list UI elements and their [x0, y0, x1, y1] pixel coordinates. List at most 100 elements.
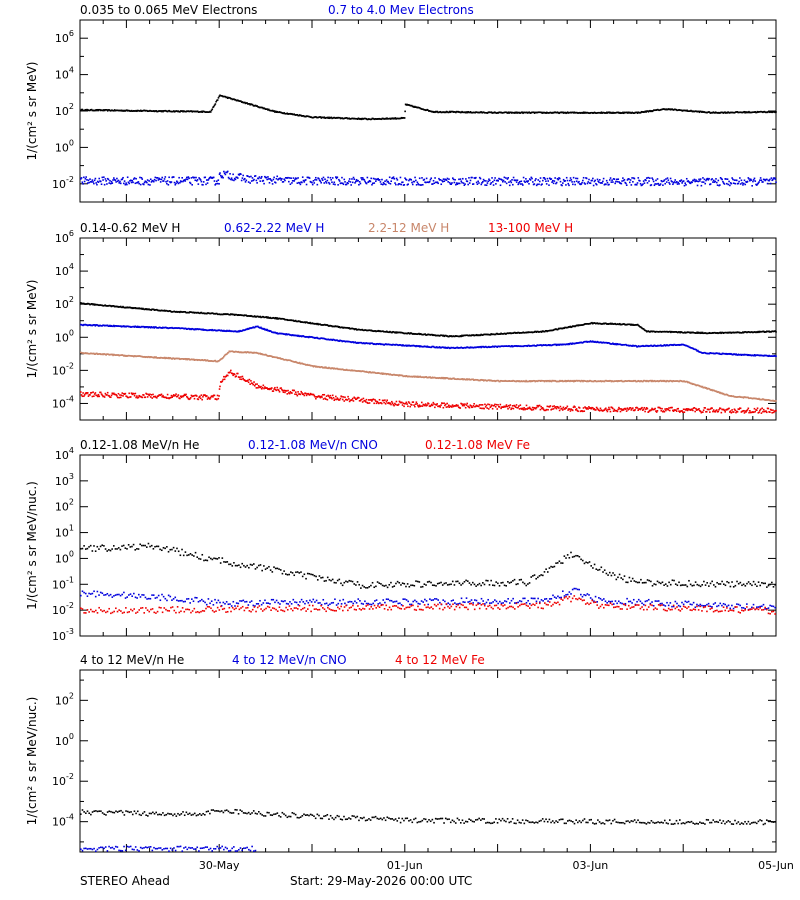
data-point [205, 395, 208, 397]
data-point [464, 183, 466, 185]
data-point [183, 179, 186, 181]
data-point [622, 177, 624, 179]
data-point [177, 182, 180, 185]
data-point [231, 372, 234, 375]
data-point [201, 398, 203, 401]
data-point [200, 394, 203, 396]
data-point [298, 361, 301, 364]
data-point [673, 181, 676, 183]
data-point [436, 110, 439, 113]
data-point [343, 178, 346, 181]
data-point [401, 181, 404, 184]
data-point [472, 183, 475, 185]
data-point [370, 177, 373, 180]
data-point [305, 183, 308, 186]
data-point [138, 182, 140, 185]
data-point [437, 182, 439, 185]
data-point [131, 179, 134, 182]
data-point [517, 183, 520, 186]
data-point [438, 177, 440, 180]
data-point [738, 180, 740, 183]
data-point [107, 178, 110, 181]
data-point [155, 356, 157, 358]
data-point [307, 336, 310, 339]
data-point [199, 395, 201, 398]
data-point [469, 179, 472, 182]
data-point [371, 183, 373, 186]
data-point [538, 180, 541, 183]
data-point [521, 111, 524, 114]
data-point [749, 178, 752, 181]
data-point [680, 179, 683, 181]
data-point [329, 176, 332, 179]
data-point [568, 343, 571, 346]
data-point [102, 179, 104, 181]
data-point [194, 179, 197, 182]
data-point [266, 328, 268, 331]
data-point [645, 179, 647, 182]
data-point [739, 177, 741, 179]
data-point [401, 374, 404, 377]
data-point [150, 393, 153, 396]
data-point [149, 326, 152, 329]
data-point [414, 176, 416, 179]
data-point [168, 176, 170, 179]
data-point [528, 182, 530, 185]
data-point [766, 182, 769, 185]
data-point [608, 183, 610, 186]
data-point [484, 184, 486, 186]
data-point [223, 172, 226, 175]
data-point [717, 179, 720, 182]
data-point [281, 388, 283, 391]
data-point [722, 182, 725, 184]
data-point [708, 111, 711, 113]
data-point [276, 175, 279, 178]
data-point [525, 178, 527, 180]
data-point [228, 177, 231, 180]
data-point [509, 180, 512, 182]
data-point [83, 394, 86, 396]
data-point [461, 181, 463, 184]
data-point [127, 396, 130, 399]
data-point [756, 183, 759, 185]
data-point [450, 183, 453, 185]
data-point [351, 181, 354, 184]
data-point [130, 392, 133, 394]
data-point [226, 374, 229, 377]
data-point [245, 179, 248, 182]
data-point [101, 394, 104, 397]
data-point [722, 392, 725, 395]
data-point [135, 177, 137, 180]
data-point [189, 397, 192, 399]
data-point [260, 177, 262, 180]
data-point [270, 388, 272, 390]
data-point [395, 177, 398, 180]
data-point [259, 315, 262, 318]
data-point [309, 321, 311, 324]
data-point [113, 392, 115, 395]
data-point [561, 184, 563, 187]
data-point [564, 180, 566, 182]
data-point [150, 309, 153, 311]
data-point [212, 396, 214, 398]
data-point [448, 111, 450, 114]
data-point [567, 182, 570, 185]
data-point [149, 178, 152, 181]
series-1 [80, 323, 777, 358]
data-point [535, 178, 537, 180]
data-point [753, 353, 756, 356]
data-point [324, 180, 327, 183]
data-point [133, 394, 136, 397]
data-point [248, 103, 251, 105]
data-point [252, 383, 255, 386]
data-point [467, 183, 469, 186]
data-point [216, 394, 219, 397]
data-point [152, 326, 155, 328]
data-point [116, 396, 119, 399]
data-point [327, 117, 330, 119]
data-point [180, 180, 183, 183]
data-point [503, 176, 506, 179]
data-point [192, 395, 195, 397]
data-point [532, 181, 534, 183]
